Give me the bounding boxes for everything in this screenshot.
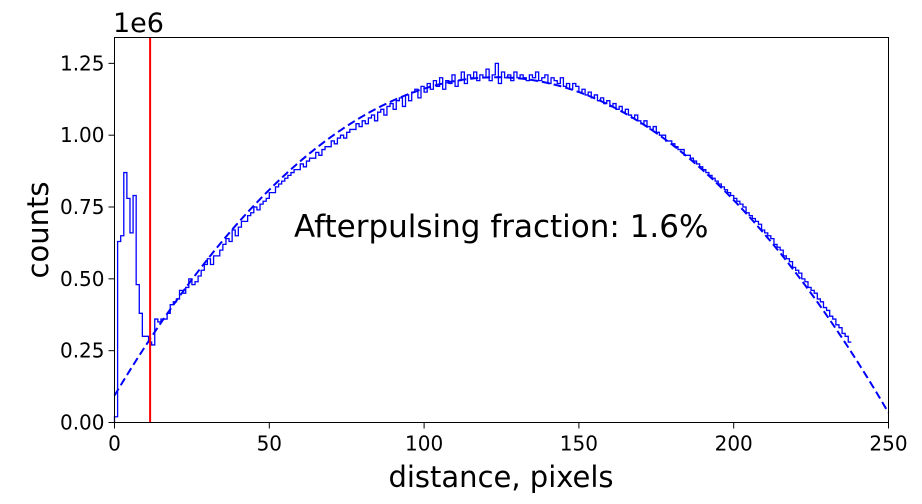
histogram-series <box>113 62 852 423</box>
y-scale-offset-label: 1e6 <box>113 8 164 39</box>
x-tick-label: 100 <box>405 432 443 456</box>
plot-frame <box>114 37 889 423</box>
y-tick-label: 1.00 <box>60 123 105 147</box>
x-axis-label: distance, pixels <box>388 460 613 494</box>
x-tick-label: 250 <box>869 432 907 456</box>
y-tick-label: 1.25 <box>60 51 105 75</box>
y-tick-label: 0.25 <box>60 339 105 363</box>
plot-area <box>113 37 890 423</box>
y-axis-label: counts <box>21 182 55 279</box>
annotation-text: Afterpulsing fraction: 1.6% <box>294 209 708 245</box>
x-tick-label: 50 <box>257 432 282 456</box>
y-tick-label: 0.00 <box>60 411 105 435</box>
x-tick-label: 0 <box>108 432 121 456</box>
y-axis-ticks: 0.00 0.25 0.50 0.75 1.00 1.25 <box>60 51 115 435</box>
fit-curve <box>113 76 890 414</box>
y-tick-label: 0.50 <box>60 267 105 291</box>
y-tick-label: 0.75 <box>60 195 105 219</box>
x-tick-label: 150 <box>560 432 598 456</box>
x-tick-label: 200 <box>715 432 753 456</box>
x-axis-ticks: 0 50 100 150 200 250 <box>108 422 908 456</box>
